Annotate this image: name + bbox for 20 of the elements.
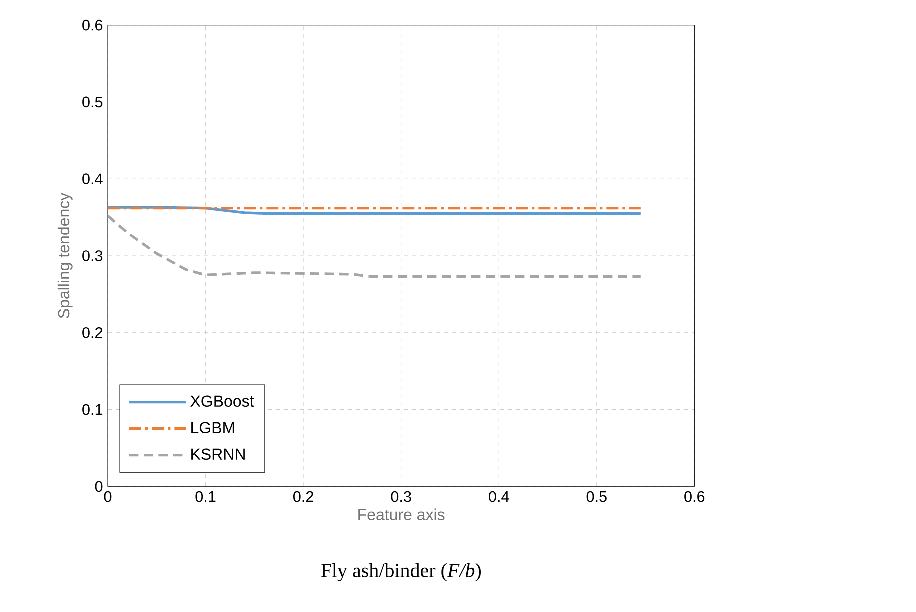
y-tick-label: 0 xyxy=(95,481,103,492)
y-tick-label: 0.5 xyxy=(82,96,103,108)
legend-label: KSRNN xyxy=(192,448,245,460)
y-tick-label: 0.6 xyxy=(82,20,103,31)
x-tick-label: 0.1 xyxy=(196,491,216,502)
y-tick-label: 0.4 xyxy=(82,174,103,185)
x-tick-label: 0.5 xyxy=(586,491,607,502)
x-axis-title: Feature axis xyxy=(358,508,445,520)
y-tick-label: 0.3 xyxy=(82,250,103,262)
x-tick-label: 0.3 xyxy=(391,491,412,502)
legend-label: LGBM xyxy=(192,422,234,434)
y-tick-label: 0.1 xyxy=(82,404,103,416)
x-tick-label: 0 xyxy=(104,491,112,502)
x-tick-label: 0.6 xyxy=(684,491,705,502)
x-tick-label: 0.2 xyxy=(294,491,314,502)
text: Fly ash/binder (F/b) xyxy=(321,563,481,582)
y-tick-label: 0.2 xyxy=(82,327,103,338)
legend-label: XGBoost xyxy=(190,396,254,408)
x-tick-label: 0.4 xyxy=(489,491,510,502)
y-axis-title: Spalling tendency xyxy=(58,192,73,318)
